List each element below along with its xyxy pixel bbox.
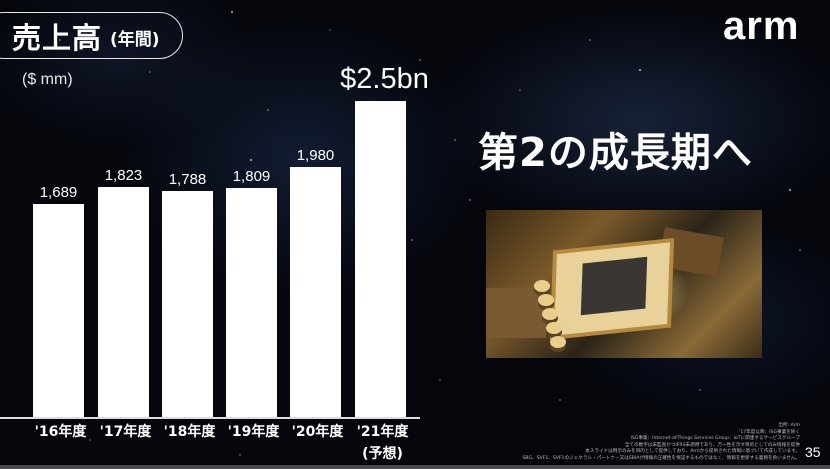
x-axis-label: '16年度	[34, 424, 87, 440]
footnote-line: SBG、SVF1、SVF1のジェネラル・パートナー又はSBIAが情報の正確性を保…	[522, 455, 800, 461]
page-title: 売上高	[12, 20, 103, 55]
footnote-line: ISG事業：Internet-of-Things Services Group：…	[630, 436, 800, 442]
bar	[162, 191, 213, 417]
x-axis-sublabel: (予想)	[362, 446, 403, 462]
bar	[33, 204, 84, 417]
headline: 第2の成長期へ	[478, 130, 753, 176]
x-axis-label: '18年度	[163, 424, 216, 440]
bottom-strip	[0, 465, 830, 469]
page-title-suffix: (年間)	[110, 30, 160, 50]
footnote-line: 出所: Arm	[778, 423, 800, 428]
x-axis-label: '21年度	[356, 424, 409, 440]
bar	[290, 167, 341, 417]
bar-value-label: 1,689	[39, 184, 78, 201]
chip-image	[486, 210, 762, 358]
bar	[355, 101, 406, 417]
bar	[98, 187, 149, 417]
footnotes: 出所: Arm '17年度以降：ISG事業を除く ISG事業：Internet-of…	[522, 423, 800, 463]
bar-value-label: 1,809	[232, 168, 271, 185]
forecast-value-label: $2.5bn	[340, 63, 429, 95]
x-axis-label: '17年度	[99, 424, 152, 440]
page-number: 35	[805, 444, 821, 460]
x-axis-label: '20年度	[291, 424, 344, 440]
title-pill: 売上高 (年間)	[0, 12, 183, 59]
x-axis-baseline	[0, 417, 420, 419]
footnote-line: 全ての数字は未監査かつIFRS未適用であり、万一性を示す目的としてのみ情報を提供	[624, 442, 800, 448]
bar-value-label: 1,788	[168, 171, 207, 188]
arm-logo: arm	[723, 4, 800, 48]
revenue-bar-chart: 1,689 '16年度 1,823 '17年度 1,788 '18年度 1,809 '19年度…	[0, 63, 429, 462]
footnote-line: 本スライドは例示のみを目的として提供しており、Armから提供された情報に基づいて…	[585, 449, 800, 455]
unit-label: ($ mm)	[22, 71, 73, 88]
footnote-line: '17年度以降：ISG事業を除く	[739, 429, 800, 435]
x-axis-label: '19年度	[227, 424, 280, 440]
bar	[226, 188, 277, 417]
chip-die	[580, 256, 648, 316]
bar-value-label: 1,823	[104, 167, 143, 184]
bar-value-label: 1,980	[296, 147, 335, 164]
